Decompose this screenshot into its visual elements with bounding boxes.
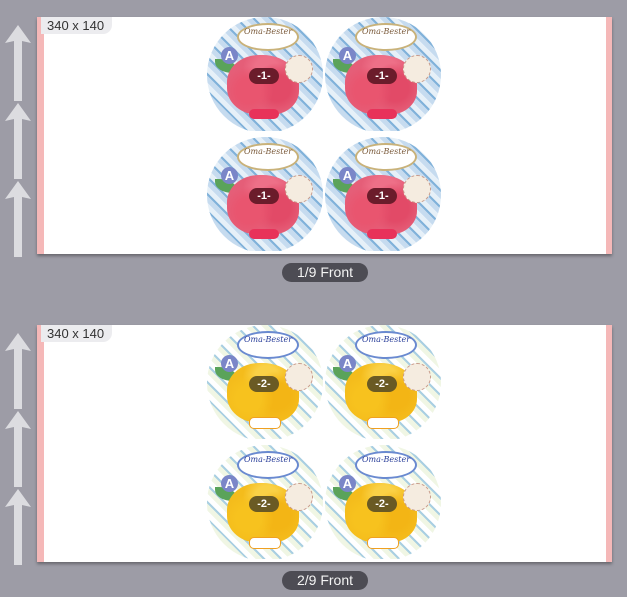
flavor-tag <box>367 229 397 239</box>
quality-seal-icon <box>285 175 313 203</box>
quality-seal-icon <box>285 363 313 391</box>
flavor-tag <box>249 417 281 429</box>
lid-number: -2- <box>249 496 279 512</box>
flavor-tag <box>367 417 399 429</box>
page-sheet[interactable]: 340 x 140 Oma-Bester A -1- Oma-Bester A … <box>37 17 612 254</box>
variant-badge: A <box>339 167 356 184</box>
sheet-size-label: 340 x 140 <box>41 325 113 342</box>
corner-tab <box>325 117 341 131</box>
fruit-image <box>227 55 299 115</box>
corner-tab <box>325 425 341 439</box>
page-arrows <box>3 331 33 568</box>
variant-badge: A <box>221 355 238 372</box>
scroll-up-arrow-icon[interactable] <box>3 179 33 259</box>
scroll-up-arrow-icon[interactable] <box>3 409 33 489</box>
brand-logo: Oma-Bester <box>237 23 299 51</box>
corner-tab <box>207 425 223 439</box>
brand-logo: Oma-Bester <box>355 331 417 359</box>
lid-label-image[interactable]: Oma-Bester A -2- <box>325 325 441 439</box>
brand-logo: Oma-Bester <box>355 23 417 51</box>
quality-seal-icon <box>285 483 313 511</box>
brand-logo: Oma-Bester <box>237 143 299 171</box>
lid-number: -1- <box>249 68 279 84</box>
variant-badge: A <box>221 167 238 184</box>
scroll-up-arrow-icon[interactable] <box>3 331 33 411</box>
variant-badge: A <box>221 47 238 64</box>
lid-label-image[interactable]: Oma-Bester A -2- <box>207 445 323 559</box>
brand-logo: Oma-Bester <box>355 451 417 479</box>
left-bleed-strip <box>37 17 44 254</box>
corner-tab <box>325 237 341 251</box>
quality-seal-icon <box>403 55 431 83</box>
corner-tab <box>207 117 223 131</box>
variant-badge: A <box>221 475 238 492</box>
lid-number: -1- <box>367 68 397 84</box>
lid-label-image[interactable]: Oma-Bester A -2- <box>207 325 323 439</box>
quality-seal-icon <box>403 363 431 391</box>
flavor-tag <box>367 537 399 549</box>
scroll-up-arrow-icon[interactable] <box>3 101 33 181</box>
corner-tab <box>207 237 223 251</box>
page-arrows <box>3 23 33 260</box>
lid-number: -1- <box>249 188 279 204</box>
quality-seal-icon <box>403 175 431 203</box>
quality-seal-icon <box>403 483 431 511</box>
corner-tab <box>207 545 223 559</box>
page-label: 1/9 Front <box>282 263 368 282</box>
brand-logo: Oma-Bester <box>355 143 417 171</box>
lid-number: -2- <box>249 376 279 392</box>
scroll-up-arrow-icon[interactable] <box>3 23 33 103</box>
right-bleed-strip <box>606 17 612 254</box>
variant-badge: A <box>339 355 356 372</box>
lid-label-image[interactable]: Oma-Bester A -1- <box>207 137 323 251</box>
lid-label-image[interactable]: Oma-Bester A -2- <box>325 445 441 559</box>
lid-label-image[interactable]: Oma-Bester A -1- <box>325 137 441 251</box>
sheet-size-label: 340 x 140 <box>41 17 113 34</box>
left-bleed-strip <box>37 325 44 562</box>
corner-tab <box>325 545 341 559</box>
right-bleed-strip <box>606 325 612 562</box>
brand-logo: Oma-Bester <box>237 331 299 359</box>
lid-label-image[interactable]: Oma-Bester A -1- <box>325 17 441 131</box>
fruit-image <box>345 483 417 543</box>
scroll-up-arrow-icon[interactable] <box>3 487 33 567</box>
flavor-tag <box>249 537 281 549</box>
lid-number: -1- <box>367 188 397 204</box>
flavor-tag <box>249 109 279 119</box>
variant-badge: A <box>339 475 356 492</box>
flavor-tag <box>367 109 397 119</box>
flavor-tag <box>249 229 279 239</box>
variant-badge: A <box>339 47 356 64</box>
lid-number: -2- <box>367 496 397 512</box>
page-label: 2/9 Front <box>282 571 368 590</box>
brand-logo: Oma-Bester <box>237 451 299 479</box>
page-sheet[interactable]: 340 x 140 Oma-Bester A -2- Oma-Bester A … <box>37 325 612 562</box>
lid-number: -2- <box>367 376 397 392</box>
lid-label-image[interactable]: Oma-Bester A -1- <box>207 17 323 131</box>
quality-seal-icon <box>285 55 313 83</box>
